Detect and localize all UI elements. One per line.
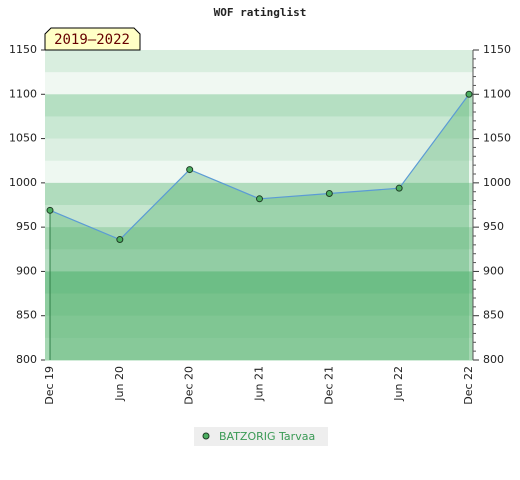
band	[45, 271, 473, 295]
band	[45, 94, 473, 117]
plot	[46, 90, 473, 361]
y-tick-label: 850	[16, 309, 37, 322]
y-tick-label: 1050	[9, 132, 37, 145]
band	[45, 293, 473, 317]
x-tick-label: Dec 19	[43, 366, 56, 405]
annotation: 2019–2022	[54, 32, 130, 48]
legend-label: BATZORIG Tarvaa	[219, 430, 315, 443]
y-tick-label: 900	[16, 264, 37, 277]
point	[325, 189, 333, 197]
y-tick-label: 950	[16, 220, 37, 233]
chart-title: WOF ratinglist	[214, 6, 307, 19]
point	[465, 90, 473, 98]
y2-tick-label: 900	[483, 264, 504, 277]
x-tick-label: Jun 21	[253, 366, 266, 402]
band	[45, 72, 473, 95]
band	[45, 160, 473, 184]
y-tick-label: 1000	[9, 176, 37, 189]
y-tick-label: 800	[16, 353, 37, 366]
point	[256, 195, 263, 203]
band	[45, 50, 473, 73]
x-tick-label: Dec 22	[462, 366, 475, 405]
area	[50, 94, 469, 361]
band	[45, 116, 473, 140]
y2-tick-label: 1100	[483, 87, 511, 100]
band	[45, 337, 473, 361]
y2-tick-label: 1000	[483, 176, 511, 189]
x-tick-label: Jun 22	[392, 366, 405, 402]
y-tick-label: 1100	[9, 87, 37, 100]
x-tick-label: Jun 20	[113, 366, 126, 402]
band	[45, 138, 473, 162]
y2-tick-label: 850	[483, 309, 504, 322]
y2-tick-label: 950	[483, 220, 504, 233]
annotation-box	[44, 27, 141, 51]
y2-tick-label: 1150	[483, 43, 511, 56]
point	[395, 184, 403, 192]
x-tick-label: Dec 20	[183, 366, 196, 405]
x-tick-label: Dec 21	[322, 366, 335, 405]
band	[45, 227, 473, 250]
point	[186, 166, 194, 174]
band	[45, 182, 473, 206]
y2-tick-label: 800	[483, 353, 504, 366]
point	[116, 236, 124, 244]
y-tick-label: 1150	[9, 43, 37, 56]
plot-background	[45, 50, 473, 361]
point	[46, 206, 54, 214]
legend-marker	[202, 432, 210, 440]
y2-tick-label: 1050	[483, 132, 511, 145]
legend	[194, 427, 328, 446]
band	[45, 315, 473, 339]
band	[45, 205, 473, 228]
band	[45, 249, 473, 272]
